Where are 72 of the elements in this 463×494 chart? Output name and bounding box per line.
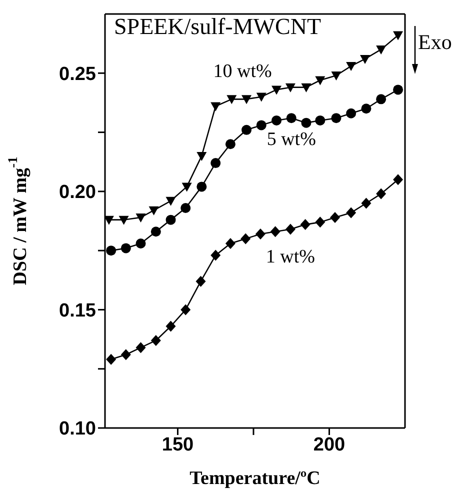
point <box>360 54 370 64</box>
point <box>106 246 116 256</box>
point <box>315 76 326 86</box>
y-tick-label: 0.25 <box>59 64 96 85</box>
point <box>346 108 356 118</box>
point <box>376 94 386 104</box>
point <box>136 238 146 248</box>
point <box>196 276 206 287</box>
x-tick-label: 200 <box>313 434 346 456</box>
series-label: 1 wt% <box>266 246 316 268</box>
point <box>376 45 386 54</box>
point <box>106 354 116 365</box>
point <box>346 207 356 218</box>
point <box>105 216 114 225</box>
point <box>256 92 266 102</box>
point <box>136 213 146 222</box>
point <box>301 118 312 128</box>
point <box>393 84 404 95</box>
point <box>331 113 342 124</box>
point <box>225 238 236 249</box>
point <box>361 104 372 114</box>
point <box>166 214 176 225</box>
chart-title: SPEEK/sulf-MWCNT <box>114 14 321 40</box>
point <box>150 226 161 237</box>
point <box>182 182 192 192</box>
point <box>240 233 251 244</box>
point <box>285 83 296 92</box>
series-label: 10 wt% <box>213 61 272 82</box>
point <box>315 216 326 228</box>
point <box>315 115 326 126</box>
point <box>393 174 404 186</box>
point <box>270 226 280 238</box>
point <box>255 228 266 240</box>
point <box>196 152 207 161</box>
point <box>300 219 310 230</box>
point <box>256 120 266 130</box>
point <box>285 224 296 235</box>
series-label: 5 wt% <box>266 129 316 150</box>
y-tick-label: 0.15 <box>59 300 96 322</box>
point <box>346 62 356 72</box>
point <box>210 250 221 261</box>
point <box>242 95 252 104</box>
point <box>242 124 252 135</box>
point <box>120 243 131 254</box>
point <box>301 83 312 92</box>
point <box>331 72 342 81</box>
point <box>120 349 131 360</box>
point <box>272 115 282 126</box>
point <box>376 188 386 200</box>
point <box>136 342 146 354</box>
point <box>226 95 237 104</box>
point <box>150 334 161 346</box>
point <box>272 86 282 95</box>
text: Exo <box>418 30 452 55</box>
point <box>166 196 176 206</box>
point <box>148 206 159 216</box>
x-axis-title: Temperature/ºC <box>190 468 320 489</box>
point <box>225 139 236 150</box>
point <box>210 158 221 168</box>
point <box>180 304 191 316</box>
point <box>286 113 296 124</box>
point <box>393 31 404 40</box>
point <box>196 182 207 192</box>
point <box>118 216 129 225</box>
y-tick-label: 0.10 <box>59 418 96 440</box>
point <box>330 212 340 223</box>
point <box>180 202 191 213</box>
point <box>361 198 372 209</box>
point <box>210 102 221 112</box>
y-tick-label: 0.20 <box>59 182 96 204</box>
point <box>166 320 176 332</box>
x-tick-label: 150 <box>162 434 194 456</box>
